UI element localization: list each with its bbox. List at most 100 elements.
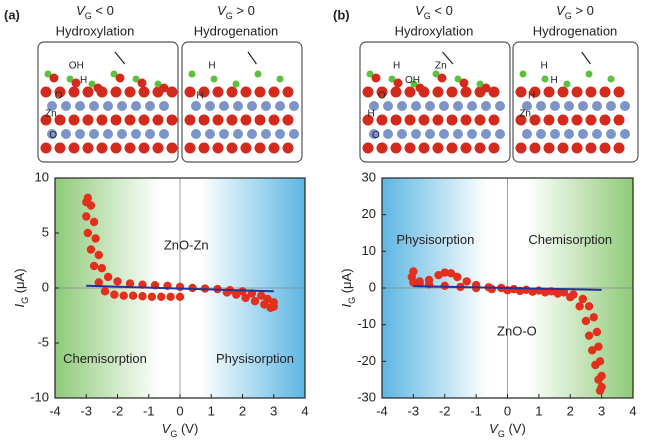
h-atom xyxy=(519,70,527,78)
zn-atom xyxy=(453,129,463,139)
zn-atom xyxy=(606,129,616,139)
o-atom xyxy=(268,142,280,154)
data-point xyxy=(266,303,275,312)
data-point xyxy=(588,346,597,355)
o-atom xyxy=(613,114,625,126)
o-atom xyxy=(557,114,569,126)
trend-line xyxy=(86,284,274,293)
o-atom xyxy=(432,86,444,98)
y-tick-label: 0 xyxy=(369,279,376,294)
o-atom xyxy=(254,114,266,126)
o-atom xyxy=(240,142,252,154)
zn-atom xyxy=(425,129,435,139)
condition-label-part: V xyxy=(217,3,227,18)
o-atom xyxy=(166,114,178,126)
atom-label: O xyxy=(55,91,63,102)
o-atom xyxy=(390,114,402,126)
x-tick-label: -1 xyxy=(470,403,482,418)
o-atom xyxy=(418,114,430,126)
zn-atom xyxy=(522,129,532,139)
h-atom xyxy=(132,75,140,83)
x-tick-label: 3 xyxy=(270,403,277,418)
data-point xyxy=(559,288,569,297)
zn-atom xyxy=(536,129,546,139)
zn-atom xyxy=(439,129,449,139)
y-tick-label: -10 xyxy=(30,389,49,404)
y-tick-label: -5 xyxy=(37,334,49,349)
x-tick-label: -1 xyxy=(143,403,155,418)
plot-frame xyxy=(381,177,634,399)
o-atom xyxy=(226,142,238,154)
h-atom xyxy=(188,70,196,78)
o-atom xyxy=(198,86,210,98)
h-atom xyxy=(585,70,593,78)
o-atom xyxy=(40,114,52,126)
o-atom xyxy=(515,114,527,126)
y-axis-label-part: (μA) xyxy=(339,268,354,296)
zn-atom xyxy=(620,129,630,139)
o-atom xyxy=(54,142,66,154)
x-axis-label-part: G xyxy=(498,429,505,439)
o-atom xyxy=(474,142,486,154)
data-point xyxy=(103,272,113,282)
o-atom xyxy=(515,142,527,154)
zn-atom xyxy=(578,129,588,139)
o-atom xyxy=(138,142,150,154)
zn-atom xyxy=(261,101,271,111)
o-atom xyxy=(254,86,266,98)
data-point xyxy=(575,302,584,311)
o-atom xyxy=(40,86,52,98)
zn-atom xyxy=(564,129,574,139)
o-atom xyxy=(529,86,541,98)
y-tick-label: 0 xyxy=(42,279,49,294)
o-atom xyxy=(571,142,583,154)
x-tick-label: 1 xyxy=(208,403,215,418)
x-axis-label-part: (V) xyxy=(505,421,526,436)
condition-label-part: G xyxy=(85,11,92,21)
o-atom xyxy=(460,114,472,126)
y-axis-label-part: I xyxy=(339,304,354,308)
o-atom xyxy=(124,86,136,98)
atom-label: OH xyxy=(69,61,84,72)
x-tick-label: -3 xyxy=(80,403,92,418)
o-atom xyxy=(529,114,541,126)
o-atom xyxy=(137,78,147,88)
o-atom xyxy=(474,114,486,126)
y-tick-label: 30 xyxy=(362,169,376,184)
o-atom xyxy=(240,86,252,98)
zn-atom xyxy=(247,129,257,139)
process-label: Hydrogenation xyxy=(194,23,279,38)
atom-label: O xyxy=(378,91,386,102)
o-atom xyxy=(362,86,374,98)
o-atom xyxy=(212,142,224,154)
data-point xyxy=(462,277,471,286)
zn-atom xyxy=(191,101,201,111)
o-atom xyxy=(488,114,500,126)
x-tick-label: -3 xyxy=(408,403,420,418)
o-atom xyxy=(415,83,425,93)
o-atom xyxy=(212,86,224,98)
o-atom xyxy=(152,114,164,126)
process-label: Hydroxylation xyxy=(395,23,474,38)
o-atom xyxy=(390,86,402,98)
h-atom xyxy=(410,80,418,88)
h-atom xyxy=(210,75,218,83)
data-point xyxy=(94,278,103,287)
data-point xyxy=(553,289,562,298)
zn-atom xyxy=(205,101,215,111)
o-atom xyxy=(268,114,280,126)
annotation: Physisorption xyxy=(396,232,474,247)
o-atom xyxy=(96,114,108,126)
data-point xyxy=(89,261,99,271)
y-axis-label-part: (μA) xyxy=(12,268,27,296)
data-point xyxy=(409,278,418,287)
x-axis-label: VG (V) xyxy=(489,421,526,439)
atom-label: H xyxy=(368,109,375,120)
condition-label: VG < 0 xyxy=(415,3,453,21)
condition-label-part: < 0 xyxy=(431,3,453,18)
zn-atom xyxy=(495,101,505,111)
o-atom xyxy=(585,114,597,126)
o-atom xyxy=(93,83,103,93)
zn-atom xyxy=(145,129,155,139)
zn-atom xyxy=(145,101,155,111)
